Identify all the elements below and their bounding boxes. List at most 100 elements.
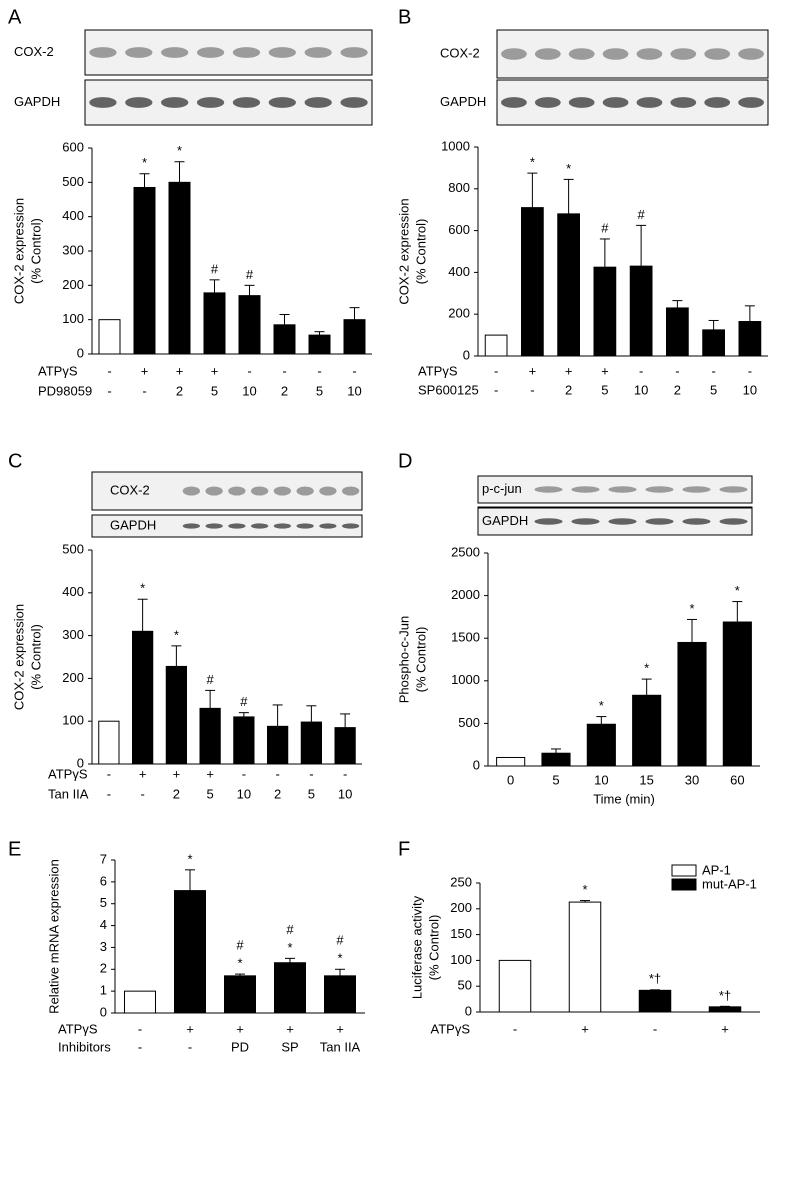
y-tick-label: 100 bbox=[62, 713, 84, 728]
y-tick-label: 1 bbox=[100, 983, 107, 998]
blot-band bbox=[501, 97, 527, 108]
annotation: # bbox=[207, 672, 215, 687]
row-value: 10 bbox=[338, 786, 352, 801]
y-axis-label: Luciferase activity bbox=[409, 895, 424, 999]
row-value: - bbox=[653, 1021, 657, 1036]
y-tick-label: 2500 bbox=[451, 544, 480, 559]
blot-label: GAPDH bbox=[14, 94, 60, 109]
bar bbox=[199, 707, 221, 765]
row-value: 2 bbox=[674, 382, 681, 397]
row-value: - bbox=[242, 766, 246, 781]
row-value: + bbox=[565, 363, 573, 378]
row-value: 5 bbox=[316, 383, 323, 398]
blot-label: COX-2 bbox=[440, 45, 480, 60]
row-value: + bbox=[139, 766, 147, 781]
x-tick-label: 5 bbox=[552, 772, 559, 787]
bar bbox=[557, 213, 580, 357]
row-value: - bbox=[494, 382, 498, 397]
blot-band bbox=[182, 523, 201, 529]
blot-band bbox=[161, 47, 189, 58]
row-label: ATPγS bbox=[48, 766, 88, 781]
y-tick-label: 400 bbox=[448, 264, 470, 279]
row-value: 2 bbox=[176, 383, 183, 398]
blot-band bbox=[125, 97, 153, 108]
bar bbox=[267, 725, 289, 765]
row-value: - bbox=[247, 363, 251, 378]
row-value: + bbox=[141, 363, 149, 378]
bar bbox=[343, 319, 366, 355]
blot-band bbox=[319, 486, 337, 496]
annotation: # bbox=[601, 220, 609, 235]
legend-swatch bbox=[671, 864, 697, 877]
row-label: ATPγS bbox=[418, 363, 458, 378]
bar bbox=[568, 901, 602, 1013]
y-axis-label: (% Control) bbox=[426, 915, 441, 981]
x-tick-label: 15 bbox=[639, 772, 653, 787]
bar bbox=[133, 186, 156, 355]
x-tick-label: 30 bbox=[685, 772, 699, 787]
y-tick-label: 150 bbox=[450, 926, 472, 941]
y-axis-label: (% Control) bbox=[28, 218, 43, 284]
blot-band bbox=[636, 97, 663, 108]
blot-band bbox=[571, 486, 600, 493]
row-value: - bbox=[188, 1039, 192, 1054]
bar bbox=[98, 720, 120, 765]
blot-band bbox=[704, 97, 731, 108]
row-value: - bbox=[138, 1021, 142, 1036]
blot-band bbox=[670, 97, 697, 108]
blot-band bbox=[568, 48, 595, 60]
blot-label: GAPDH bbox=[110, 517, 156, 532]
y-tick-label: 300 bbox=[62, 242, 84, 257]
bar bbox=[300, 721, 322, 765]
bar bbox=[496, 756, 526, 767]
row-value: - bbox=[107, 363, 111, 378]
row-value: 2 bbox=[173, 786, 180, 801]
row-value: + bbox=[211, 363, 219, 378]
bar bbox=[203, 292, 226, 355]
y-tick-label: 400 bbox=[62, 584, 84, 599]
row-label: ATPγS bbox=[38, 363, 78, 378]
blot-band bbox=[571, 518, 600, 525]
blot-band bbox=[719, 486, 748, 493]
annotation: * bbox=[530, 155, 535, 170]
blot-label: COX-2 bbox=[110, 482, 150, 497]
bar bbox=[124, 990, 156, 1014]
blot-band bbox=[682, 518, 711, 525]
annotation: * bbox=[187, 851, 192, 866]
bar bbox=[308, 334, 331, 355]
row-value: + bbox=[721, 1021, 729, 1036]
y-tick-label: 50 bbox=[458, 978, 472, 993]
annotation: * bbox=[237, 956, 242, 971]
blot-band bbox=[296, 523, 314, 529]
bar bbox=[738, 321, 762, 357]
annotation: * bbox=[174, 627, 179, 642]
row-value: - bbox=[275, 766, 279, 781]
row-label: SP600125 bbox=[418, 382, 479, 397]
blot-band bbox=[341, 486, 360, 496]
row-value: + bbox=[286, 1021, 294, 1036]
blot-band bbox=[608, 486, 637, 493]
bar bbox=[274, 962, 306, 1014]
annotation: * bbox=[582, 882, 587, 897]
x-tick-label: 60 bbox=[730, 772, 744, 787]
row-value: 10 bbox=[347, 383, 361, 398]
bar bbox=[224, 975, 256, 1014]
panel-letter: A bbox=[8, 6, 22, 28]
panel-letter: E bbox=[8, 838, 21, 860]
annotation: *† bbox=[649, 971, 661, 986]
blot-band bbox=[341, 523, 360, 529]
row-value: - bbox=[513, 1021, 517, 1036]
bar bbox=[722, 621, 752, 767]
row-value: - bbox=[140, 786, 144, 801]
annotation: * bbox=[177, 143, 182, 158]
blot-band bbox=[602, 97, 629, 108]
y-tick-label: 250 bbox=[450, 874, 472, 889]
blot-band bbox=[304, 97, 332, 108]
blot-band bbox=[636, 48, 663, 60]
blot-band bbox=[738, 97, 764, 108]
blot-band bbox=[196, 97, 225, 108]
bar bbox=[484, 334, 508, 357]
row-value: 10 bbox=[237, 786, 251, 801]
y-tick-label: 0 bbox=[463, 347, 470, 362]
